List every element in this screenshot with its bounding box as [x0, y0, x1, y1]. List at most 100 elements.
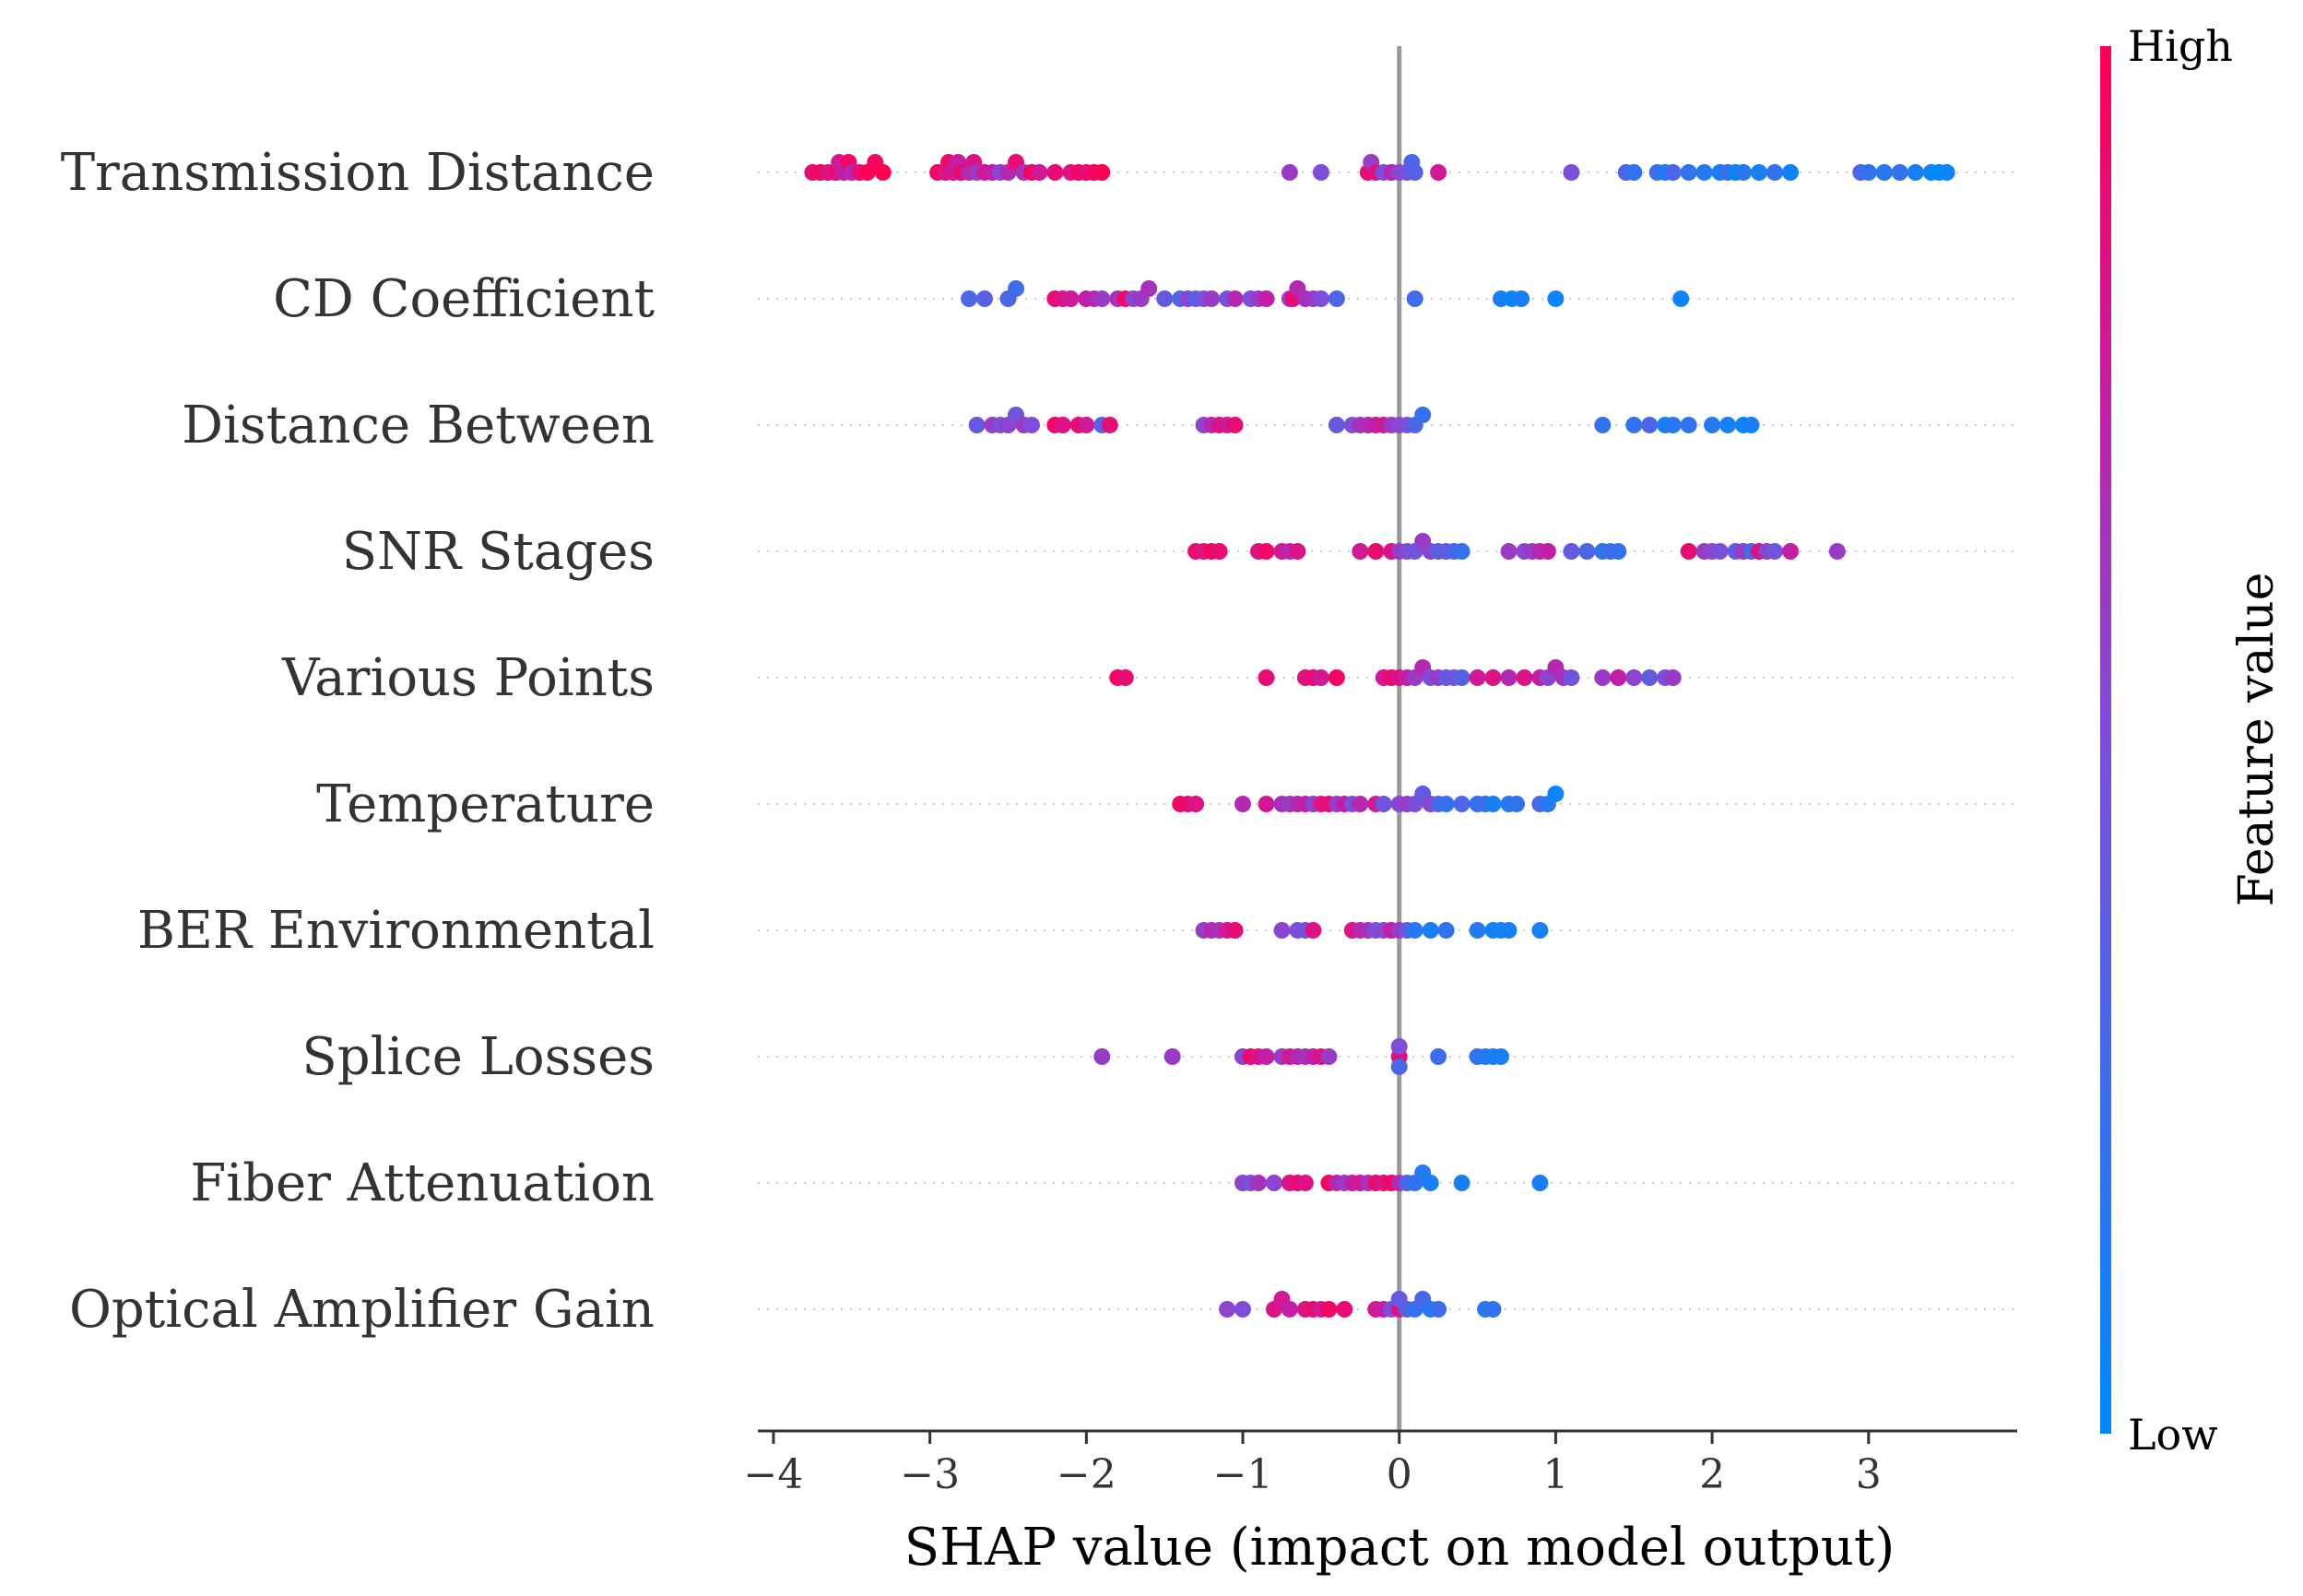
data-point [968, 417, 986, 433]
data-point [1664, 417, 1682, 433]
data-point [1547, 290, 1565, 307]
data-point [1281, 1301, 1298, 1318]
data-point [1484, 1301, 1502, 1318]
data-point [1226, 417, 1244, 433]
data-point [1258, 669, 1275, 686]
x-tick-label: −3 [900, 1451, 960, 1498]
data-point [1500, 669, 1518, 686]
data-point [1031, 164, 1048, 181]
data-point [1156, 290, 1174, 307]
data-point [1453, 796, 1470, 812]
data-point [1766, 164, 1783, 181]
data-point [1672, 290, 1690, 307]
data-point [1594, 669, 1612, 686]
data-point [1516, 669, 1533, 686]
feature-label: CD Coefficient [273, 269, 655, 329]
data-point [1469, 922, 1486, 939]
data-point [874, 164, 892, 181]
data-point [1328, 290, 1345, 307]
data-point [1563, 543, 1580, 560]
feature-labels: Transmission Distance CD Coefficient Dista… [61, 143, 655, 1340]
data-point [1305, 922, 1322, 939]
x-tick-label: −4 [744, 1451, 804, 1498]
data-point [1680, 164, 1697, 181]
data-point [1513, 290, 1530, 307]
data-point [1008, 280, 1024, 297]
data-point [1828, 543, 1846, 560]
data-point [1093, 290, 1111, 307]
x-ticks: −4 −3 −2 −1 0 1 2 3 [744, 1431, 1882, 1498]
data-point [1735, 164, 1752, 181]
data-point [1766, 543, 1783, 560]
data-point [1234, 796, 1251, 812]
data-point [1258, 796, 1275, 812]
feature-label: Fiber Attenuation [190, 1153, 655, 1213]
data-point [1430, 1048, 1447, 1065]
data-point [1610, 669, 1627, 686]
data-point [1860, 164, 1877, 181]
data-point [1352, 796, 1369, 812]
data-point [1328, 417, 1345, 433]
data-point [1508, 796, 1525, 812]
x-tick-label: 2 [1699, 1451, 1725, 1498]
data-point [1203, 290, 1221, 307]
data-point [1578, 543, 1596, 560]
data-point [1484, 796, 1502, 812]
data-point [1493, 1048, 1509, 1065]
data-point [1422, 922, 1439, 939]
data-point [1414, 407, 1432, 423]
data-point [1116, 669, 1134, 686]
data-point [1312, 164, 1329, 181]
x-tick-label: 0 [1387, 1451, 1412, 1498]
x-axis: −4 −3 −2 −1 0 1 2 3 SHAP value (impact on model… [744, 1429, 2017, 1578]
data-point [1430, 164, 1447, 181]
data-point [1547, 786, 1565, 802]
data-point [1625, 164, 1643, 181]
data-point [1422, 1175, 1439, 1191]
data-point [1539, 543, 1556, 560]
data-point [1430, 1301, 1447, 1318]
feature-label: Various Points [281, 648, 655, 708]
data-point [1891, 164, 1908, 181]
colorbar-high-label: High [2128, 21, 2233, 71]
data-point [1719, 417, 1737, 433]
data-point [1610, 543, 1627, 560]
feature-label: Optical Amplifier Gain [69, 1280, 655, 1340]
data-point [1782, 164, 1799, 181]
data-point [1163, 1048, 1181, 1065]
data-point [1742, 417, 1760, 433]
data-point [1226, 922, 1244, 939]
feature-label: Splice Losses [301, 1027, 655, 1087]
data-point [1258, 1048, 1275, 1065]
data-point [1320, 1301, 1338, 1318]
data-point [976, 290, 993, 307]
data-point [1312, 669, 1329, 686]
colorbar-title: Feature value [2229, 573, 2285, 907]
data-point [1234, 1301, 1251, 1318]
data-point [1211, 543, 1228, 560]
data-point [1320, 1048, 1338, 1065]
data-point [1641, 669, 1659, 686]
data-point [1453, 1175, 1470, 1191]
data-point [1328, 669, 1345, 686]
data-point [1054, 417, 1071, 433]
data-point [1352, 543, 1369, 560]
data-points [804, 154, 1955, 1318]
feature-label: Distance Between [182, 396, 655, 455]
data-point [1406, 290, 1423, 307]
data-point [1664, 164, 1682, 181]
data-point [1453, 669, 1470, 686]
data-point [1093, 1048, 1111, 1065]
data-point [1938, 164, 1955, 181]
x-tick-label: −2 [1057, 1451, 1116, 1498]
data-point [1594, 417, 1612, 433]
x-tick-label: 1 [1542, 1451, 1568, 1498]
data-point [1680, 543, 1697, 560]
data-point [1500, 543, 1518, 560]
x-axis-title: SHAP value (impact on model output) [904, 1518, 1895, 1578]
data-point [1563, 669, 1580, 686]
data-point [1250, 1175, 1267, 1191]
data-point [1711, 543, 1729, 560]
data-point [1531, 922, 1549, 939]
